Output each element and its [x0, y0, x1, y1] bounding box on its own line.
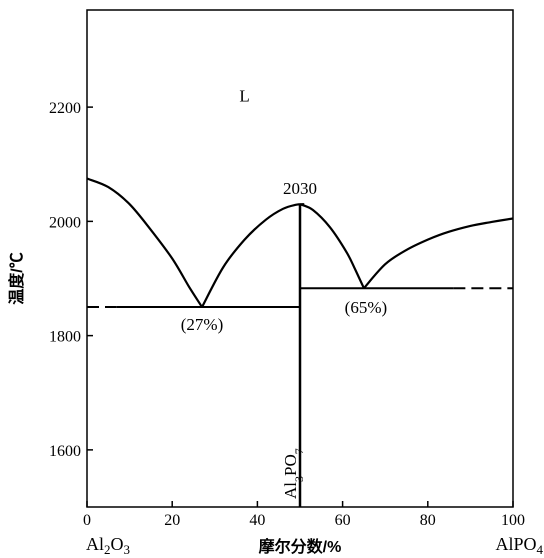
- left-end-label-part: 3: [124, 542, 131, 557]
- left-end-label-part: O: [111, 534, 124, 554]
- liquidus-curve: [299, 203, 365, 289]
- curve-group: [86, 177, 514, 507]
- melting-point-label: 2030: [283, 179, 317, 198]
- y-tick-label: 2000: [49, 214, 81, 231]
- y-tick-label: 2200: [49, 100, 81, 117]
- x-tick-label: 80: [420, 512, 436, 529]
- right-end-label-part: AlPO: [495, 534, 536, 554]
- y-tick-label: 1800: [49, 329, 81, 346]
- compound-label-part: PO: [281, 454, 300, 476]
- left-end-label-part: 2: [104, 542, 111, 557]
- right-end-label-part: 4: [537, 542, 544, 557]
- eutectic-label-65: (65%): [345, 298, 387, 317]
- x-tick-label: 0: [83, 512, 91, 529]
- y-axis-title: 温度/℃: [7, 252, 26, 305]
- compound-label-part: 7: [292, 448, 306, 454]
- y-tick-label: 1600: [49, 443, 81, 460]
- liquidus-curve: [201, 203, 305, 308]
- x-tick-label: 20: [164, 512, 180, 529]
- left-end-label: Al2O3: [86, 534, 130, 557]
- liquidus-curve: [86, 177, 203, 308]
- x-axis-title: 摩尔分数/%: [259, 537, 342, 556]
- compound-label: Al3PO7: [281, 448, 306, 499]
- x-tick-label: 100: [501, 512, 525, 529]
- liquid-phase-label: L: [239, 86, 249, 105]
- right-end-label: AlPO4: [495, 534, 543, 557]
- liquidus-curve: [363, 217, 514, 289]
- eutectic-label-27: (27%): [181, 315, 223, 334]
- tick-group: 0 20 40 60 80 100 1600 1800 2000 2200: [49, 100, 525, 529]
- left-end-label-part: Al: [86, 534, 104, 554]
- compound-label-part: 3: [292, 476, 306, 482]
- x-tick-label: 60: [335, 512, 351, 529]
- x-tick-label: 40: [249, 512, 265, 529]
- compound-label-part: Al: [281, 482, 300, 499]
